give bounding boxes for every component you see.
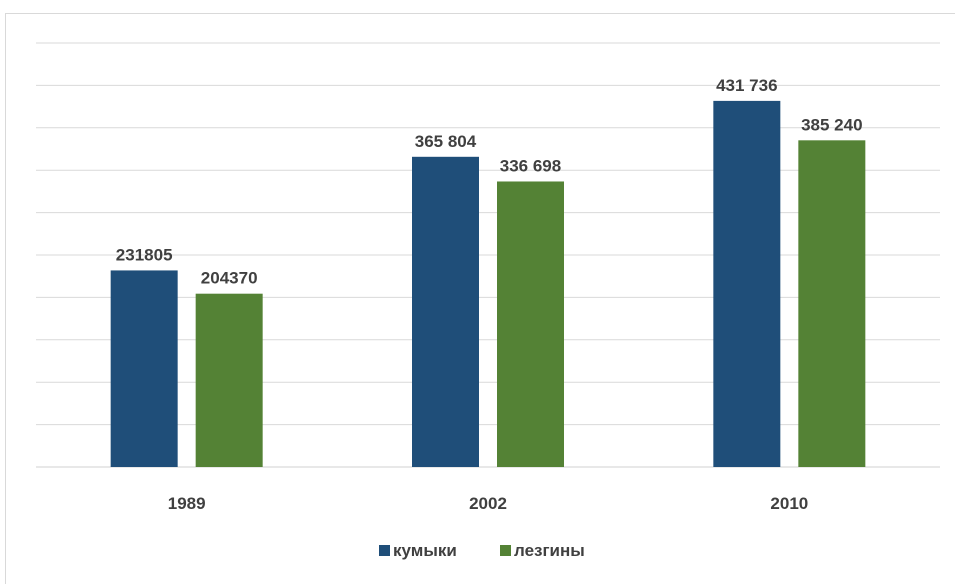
data-label: 204370: [201, 269, 258, 288]
data-label: 365 804: [415, 132, 477, 151]
x-axis-ticks: 1989 2002 2010: [168, 494, 808, 513]
gridlines: [36, 42, 940, 468]
x-tick-label: 2002: [469, 494, 507, 513]
bar-лезгины-2002: [497, 181, 564, 467]
bar-лезгины-2010: [798, 140, 866, 468]
legend-swatch: [500, 545, 511, 556]
bar-кумыки-2002: [412, 156, 479, 467]
legend-item: кумыки: [379, 541, 457, 560]
legend-label: кумыки: [393, 541, 457, 560]
legend-item: лезгины: [500, 541, 585, 560]
legend: кумыки лезгины: [379, 541, 585, 560]
value-labels: 231805 204370 365 804 336 698 431 736 385 240: [116, 76, 863, 288]
bar-кумыки-2010: [713, 100, 781, 467]
data-label: 231805: [116, 245, 173, 264]
x-tick-label: 1989: [168, 494, 206, 513]
legend-swatch: [379, 545, 390, 556]
data-label: 336 698: [500, 156, 561, 175]
bar-кумыки-1989: [110, 270, 178, 467]
data-label: 431 736: [716, 76, 777, 95]
data-label: 385 240: [801, 115, 862, 134]
legend-label: лезгины: [514, 541, 585, 560]
x-tick-label: 2010: [770, 494, 808, 513]
bar-лезгины-1989: [195, 293, 263, 467]
bars: [110, 100, 866, 468]
